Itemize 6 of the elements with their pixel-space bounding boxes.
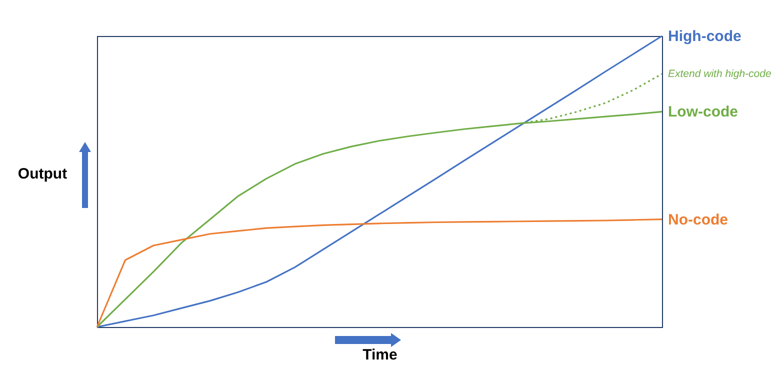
series-label: Low-code — [668, 104, 738, 121]
series-label: No-code — [668, 211, 728, 228]
series-label: High-code — [668, 28, 742, 45]
x-axis-title: Time — [362, 346, 398, 364]
series-label: Extend with high-code — [668, 68, 772, 80]
y-axis-title: Output — [18, 166, 68, 182]
